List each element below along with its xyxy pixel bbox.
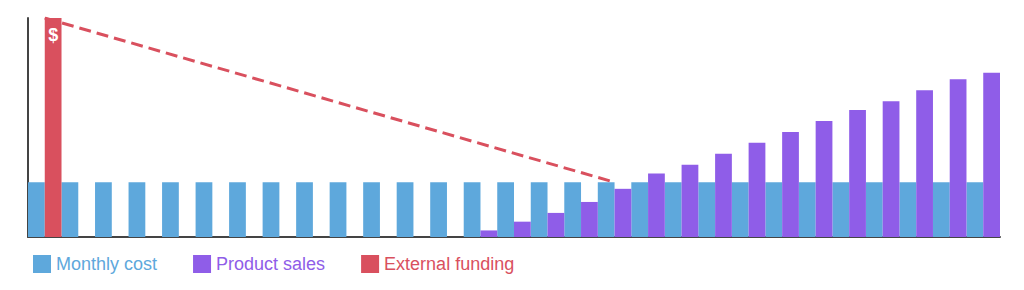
svg-text:Product sales: Product sales <box>216 254 325 274</box>
svg-text:Monthly cost: Monthly cost <box>56 254 157 274</box>
svg-text:External funding: External funding <box>384 254 514 274</box>
svg-text:$: $ <box>48 25 58 45</box>
